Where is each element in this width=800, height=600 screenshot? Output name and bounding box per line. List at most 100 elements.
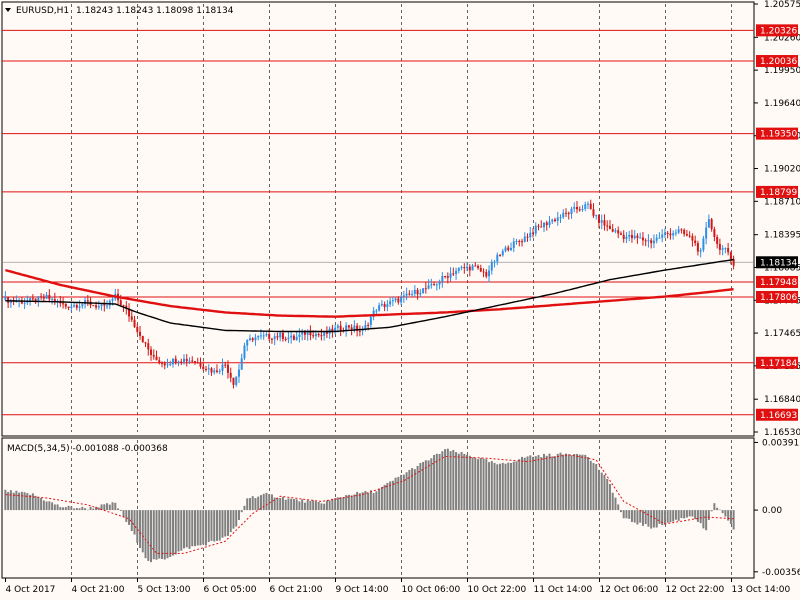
macd-bar [490, 461, 493, 511]
time-axis: 4 Oct 2017 4 Oct 21:00 5 Oct 13:00 6 Oct 05… [5, 578, 790, 595]
candle-body [504, 247, 507, 252]
candle [452, 267, 455, 276]
macd-bar [369, 490, 372, 511]
macd-bar [378, 488, 381, 511]
candle-body [694, 240, 697, 244]
candle [273, 333, 276, 346]
candle [619, 231, 622, 236]
candle [422, 287, 425, 294]
macd-bar [240, 510, 243, 513]
candle-body [265, 334, 268, 336]
candle-body [193, 361, 196, 363]
candle [702, 235, 705, 253]
candle-body [652, 240, 655, 244]
candle [457, 267, 460, 274]
candle-body [710, 219, 713, 230]
candle [570, 206, 573, 219]
macd-bar [573, 453, 576, 511]
candle [419, 288, 422, 298]
candle [446, 272, 449, 284]
candle [67, 306, 70, 311]
candle-body [152, 355, 155, 357]
candle [26, 295, 29, 305]
chart-ohlc: 1.18243 1.18243 1.18098 1.18134 [76, 6, 234, 16]
candle [641, 231, 644, 246]
macd-bar [172, 510, 175, 556]
macd-bar [499, 463, 502, 511]
macd-bar [696, 510, 699, 522]
candle [537, 223, 540, 231]
candle [169, 360, 172, 367]
candle-body [482, 271, 485, 273]
candle-body [259, 335, 262, 337]
candle [732, 255, 735, 270]
macd-bar [375, 491, 378, 511]
candle-body [240, 358, 243, 370]
macd-bar [92, 508, 95, 511]
candle-body [270, 338, 273, 340]
candle-body [630, 234, 633, 239]
macd-bar [438, 453, 441, 511]
candle-body [600, 220, 603, 223]
macd-bar [196, 510, 199, 546]
candle-body [661, 234, 664, 238]
candle-body [347, 325, 350, 328]
candle-body [248, 338, 251, 341]
candle-body [246, 340, 249, 346]
macd-bar [26, 493, 29, 511]
candle [284, 336, 287, 342]
macd-bar [81, 506, 84, 511]
candle-body [213, 370, 216, 373]
candle-body [147, 343, 150, 350]
macd-bar [567, 454, 570, 511]
macd-bar [158, 510, 161, 559]
candle [202, 361, 205, 371]
macd-bar [433, 454, 436, 511]
candle-body [556, 217, 559, 221]
candle-body [510, 248, 513, 250]
candle [210, 367, 213, 376]
price-level-label: 1.18799 [760, 188, 797, 198]
candle [433, 281, 436, 286]
price-tick-label: 1.18085 [764, 263, 800, 273]
candle-body [4, 297, 7, 300]
macd-bar [672, 510, 675, 522]
candle [685, 229, 688, 237]
candle [23, 298, 26, 309]
macd-bar [641, 510, 644, 526]
candle [694, 235, 697, 247]
macd-panel-frame [1, 437, 755, 579]
candle-body [597, 215, 600, 223]
candle-body [655, 237, 658, 241]
macd-bar [199, 510, 202, 546]
macd-bar [658, 510, 661, 524]
candle-body [350, 327, 353, 330]
macd-bar [650, 510, 653, 529]
candle-body [501, 251, 504, 256]
macd-bar [128, 510, 131, 525]
candle-body [34, 298, 37, 303]
macd-bar [290, 498, 293, 511]
candle-body [427, 285, 430, 289]
candle [229, 367, 232, 383]
candle-body [215, 370, 218, 372]
candle-body [150, 349, 153, 356]
macd-bar [31, 493, 34, 511]
candle [204, 365, 207, 372]
macd-bar [553, 456, 556, 511]
panel-menu-triangle-icon[interactable] [5, 8, 11, 12]
candle [688, 231, 691, 238]
candle [523, 232, 526, 243]
macd-bar [724, 510, 727, 517]
macd-bar [62, 507, 65, 511]
candle-body [177, 361, 180, 363]
candle [718, 238, 721, 255]
candle [185, 354, 188, 367]
candle [144, 341, 147, 348]
candle-body [386, 304, 389, 307]
candle-body [303, 331, 306, 335]
candle-body [521, 241, 524, 243]
candle-body [136, 326, 139, 332]
candle [455, 267, 458, 280]
candle-body [688, 235, 691, 237]
